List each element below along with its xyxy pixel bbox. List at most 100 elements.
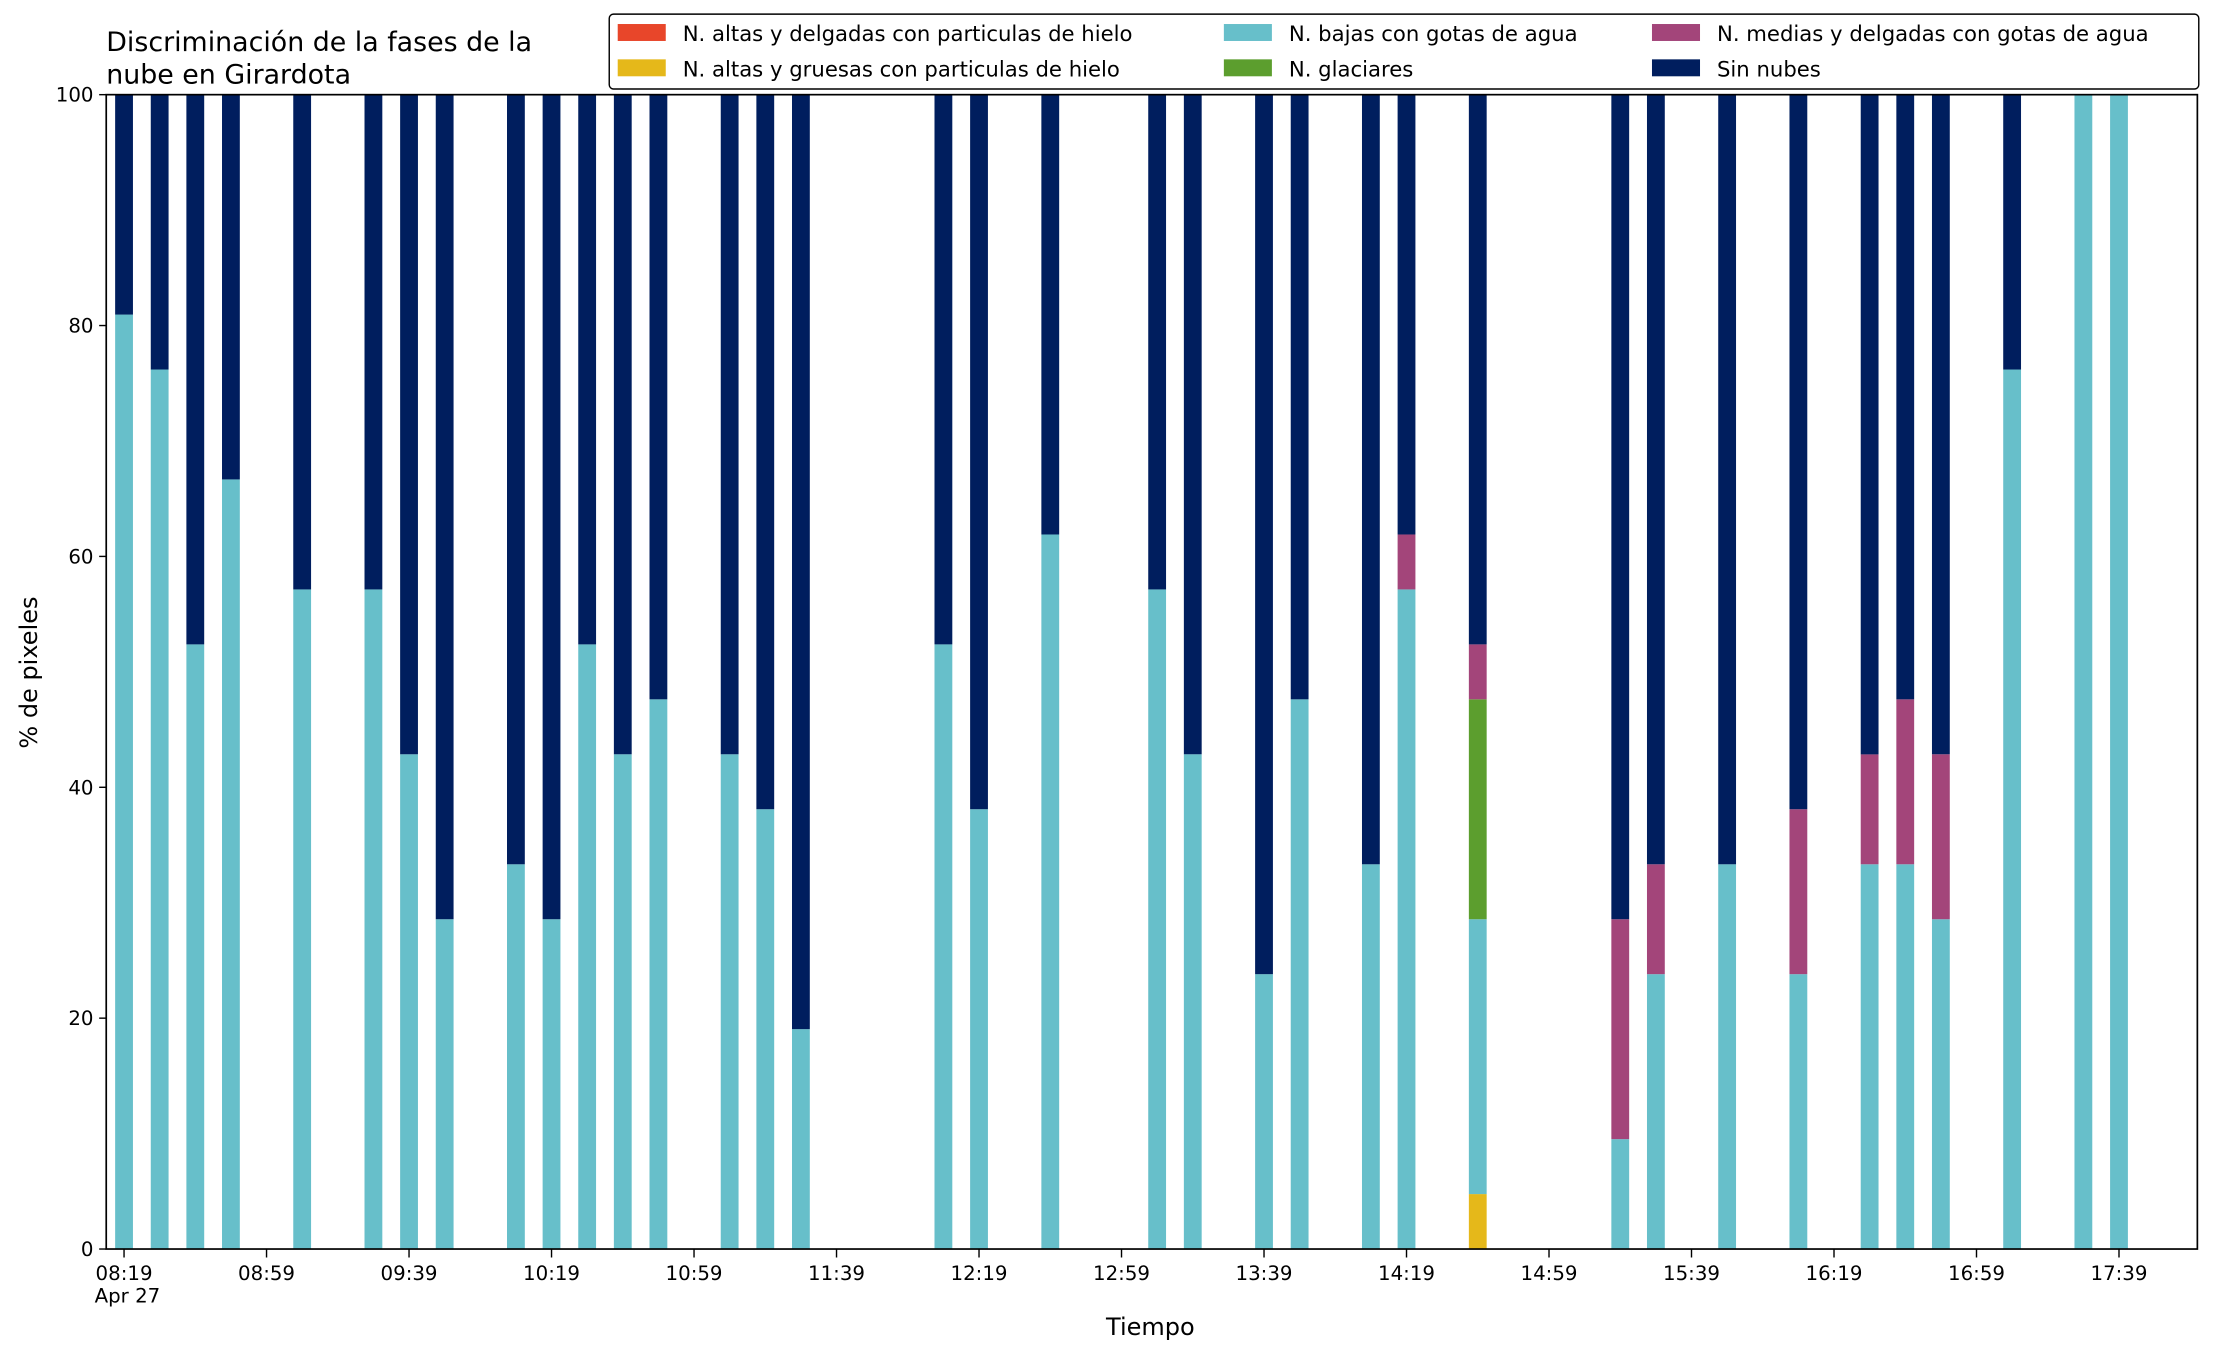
bar-segment (1931, 754, 1950, 920)
legend-swatch (1223, 24, 1272, 41)
legend-swatch (1651, 59, 1701, 77)
bar-segment (2003, 94, 2022, 370)
bar-segment (1397, 589, 1416, 1250)
legend-swatch (1223, 59, 1272, 77)
bar-segment (578, 644, 597, 1250)
x-tick-label: 13:39 (1236, 1262, 1293, 1285)
bar-segment (186, 94, 205, 645)
bar-segment (1646, 974, 1665, 1250)
bar-segment (1611, 1139, 1630, 1250)
bar-segment (1468, 94, 1487, 645)
bar-segment (1468, 699, 1487, 920)
bar-segment (222, 479, 240, 1250)
bar-segment (222, 94, 240, 480)
bar-segment (1255, 94, 1273, 975)
bar-segment (1611, 919, 1630, 1140)
plot-frame (105, 93, 2199, 1250)
x-tick-label: 11:39 (808, 1262, 865, 1285)
y-tick-label: 60 (68, 545, 93, 568)
x-tick-label: 10:59 (666, 1262, 723, 1285)
y-tick-label: 100 (56, 84, 94, 107)
bar-segment (1646, 94, 1665, 865)
bar-segment (934, 644, 953, 1250)
legend-label: N. bajas con gotas de agua (1289, 21, 1578, 46)
bar-segment (542, 919, 561, 1250)
bar-segment (1789, 809, 1808, 975)
bar-segment (934, 94, 953, 645)
bar-segment (435, 94, 454, 920)
bar-segment (1860, 754, 1879, 865)
x-tick-label: 14:59 (1521, 1262, 1578, 1285)
bar-segment (364, 94, 383, 590)
legend-swatch (617, 24, 666, 41)
bar-segment (1789, 94, 1808, 810)
legend-swatch (617, 59, 666, 77)
y-tick-label: 80 (68, 315, 93, 338)
x-tick-label: 17:39 (2091, 1262, 2148, 1285)
bar-segment (400, 94, 418, 755)
bar-segment (1896, 864, 1915, 1250)
bar-segment (115, 314, 133, 1250)
bar-segment (1468, 644, 1487, 700)
bar-segment (720, 94, 739, 755)
chart-title: Discriminación de la fases de la (106, 27, 532, 58)
x-tick-label: 12:59 (1093, 1262, 1150, 1285)
bar-segment (1718, 864, 1737, 1250)
bar-segment (649, 94, 668, 700)
x-date-label: Apr 27 (95, 1285, 161, 1308)
y-tick-label: 20 (68, 1007, 93, 1030)
bar-segment (2110, 94, 2128, 1250)
x-tick-label: 10:19 (523, 1262, 580, 1285)
bars (115, 94, 2128, 1250)
bar-segment (1896, 94, 1915, 700)
bar-segment (970, 94, 988, 810)
bar-segment (1148, 589, 1167, 1250)
chart-title: nube en Girardota (106, 59, 351, 90)
bar-segment (613, 94, 632, 755)
x-tick-label: 16:19 (1806, 1262, 1863, 1285)
x-tick-label: 08:19 (96, 1262, 153, 1285)
bar-segment (542, 94, 561, 920)
y-axis-label: % de pixeles (15, 596, 43, 748)
bar-segment (1290, 94, 1309, 700)
legend-label: N. glaciares (1289, 56, 1413, 81)
x-tick-label: 15:39 (1663, 1262, 1720, 1285)
bar-segment (186, 644, 205, 1250)
x-tick-label: 16:59 (1948, 1262, 2005, 1285)
legend-label: N. altas y delgadas con particulas de hi… (683, 21, 1133, 46)
bar-segment (1255, 974, 1273, 1250)
bar-segment (1860, 864, 1879, 1250)
x-tick-label: 09:39 (381, 1262, 438, 1285)
bar-segment (1611, 94, 1630, 920)
legend (608, 13, 2200, 90)
bar-segment (613, 754, 632, 1250)
bar-segment (649, 699, 668, 1250)
bar-segment (1860, 94, 1879, 755)
bar-segment (1718, 94, 1737, 865)
bar-segment (1896, 699, 1915, 865)
bar-segment (720, 754, 739, 1250)
bar-segment (756, 809, 775, 1250)
bar-segment (1646, 864, 1665, 975)
bar-segment (1148, 94, 1167, 590)
bar-segment (1468, 1194, 1487, 1250)
bar-segment (1041, 94, 1060, 535)
x-tick-label: 12:19 (951, 1262, 1008, 1285)
bar-segment (1041, 534, 1060, 1250)
bar-segment (364, 589, 383, 1250)
bar-segment (1183, 754, 1202, 1250)
bar-segment (293, 589, 312, 1250)
x-tick-label: 08:59 (238, 1262, 295, 1285)
bar-segment (756, 94, 775, 810)
bar-segment (115, 94, 133, 315)
legend-label: N. altas y gruesas con particulas de hie… (683, 56, 1120, 81)
bar-segment (1789, 974, 1808, 1250)
bar-segment (2074, 94, 2093, 1250)
bar-segment (1183, 94, 1202, 755)
bar-segment (435, 919, 454, 1250)
bar-segment (1468, 919, 1487, 1195)
bar-segment (1290, 699, 1309, 1250)
legend-label: Sin nubes (1717, 56, 1821, 81)
bar-segment (1361, 94, 1380, 865)
